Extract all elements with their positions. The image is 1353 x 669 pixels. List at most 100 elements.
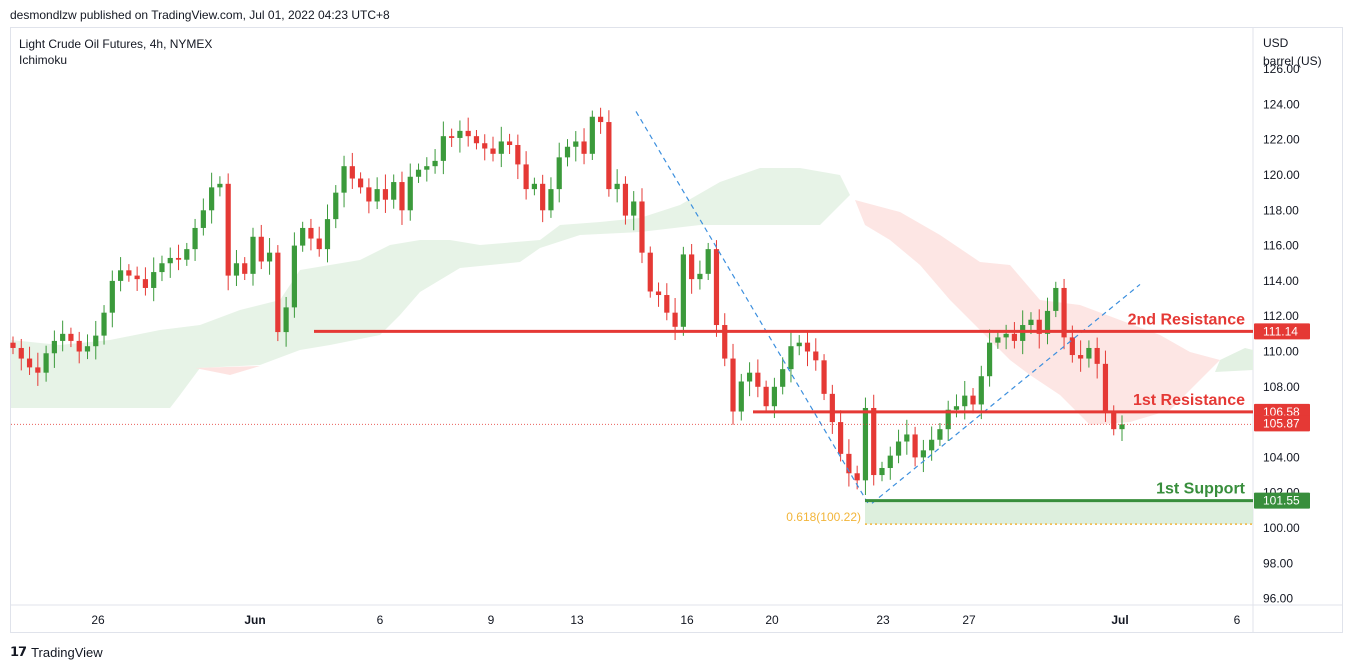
candle-body[interactable] (680, 254, 686, 327)
candle-body[interactable] (895, 441, 902, 456)
candle-body[interactable] (879, 467, 885, 476)
candle-body[interactable] (1011, 333, 1018, 341)
candle-body[interactable] (374, 189, 380, 202)
candle-body[interactable] (291, 245, 297, 308)
candle-body[interactable] (887, 455, 893, 468)
candle-body[interactable] (573, 141, 579, 147)
candle-body[interactable] (242, 263, 248, 274)
candle-body[interactable] (457, 130, 463, 138)
candle-body[interactable] (937, 429, 943, 440)
candle-body[interactable] (796, 342, 802, 347)
candle-body[interactable] (722, 325, 728, 359)
candle-body[interactable] (440, 136, 446, 161)
candle-body[interactable] (333, 192, 339, 220)
candle-body[interactable] (1020, 325, 1026, 341)
candle-body[interactable] (598, 116, 604, 123)
candle-body[interactable] (1078, 355, 1084, 359)
candle-body[interactable] (556, 157, 562, 190)
candle-body[interactable] (804, 342, 811, 352)
candle-body[interactable] (540, 183, 546, 211)
candle-body[interactable] (366, 187, 372, 202)
candle-body[interactable] (258, 236, 264, 262)
candle-body[interactable] (788, 346, 794, 370)
candle-body[interactable] (126, 270, 132, 276)
symbol-title[interactable]: Light Crude Oil Futures, 4h, NYMEX (19, 37, 213, 51)
candle-body[interactable] (308, 227, 314, 239)
candle-body[interactable] (341, 166, 347, 193)
candle-body[interactable] (316, 238, 322, 250)
candle-body[interactable] (35, 367, 41, 373)
candle-body[interactable] (838, 422, 844, 454)
candle-body[interactable] (829, 393, 835, 423)
candle-body[interactable] (953, 406, 960, 410)
candle-body[interactable] (415, 169, 422, 177)
candle-body[interactable] (151, 272, 157, 288)
candle-body[interactable] (391, 182, 397, 200)
candle-body[interactable] (1028, 319, 1034, 326)
candle-body[interactable] (771, 386, 778, 407)
candle-body[interactable] (622, 183, 629, 216)
candle-body[interactable] (713, 249, 720, 326)
candle-body[interactable] (506, 141, 513, 145)
candle-body[interactable] (531, 183, 537, 190)
candle-body[interactable] (705, 249, 711, 274)
candle-body[interactable] (813, 351, 819, 361)
candle-body[interactable] (10, 342, 16, 348)
candle-body[interactable] (639, 201, 645, 253)
candle-body[interactable] (407, 176, 413, 211)
candle-body[interactable] (192, 227, 198, 250)
candle-body[interactable] (854, 473, 860, 481)
candle-body[interactable] (647, 252, 653, 292)
candle-body[interactable] (978, 376, 984, 405)
candle-body[interactable] (498, 141, 504, 154)
candle-body[interactable] (1102, 363, 1109, 412)
candle-body[interactable] (134, 275, 140, 280)
candle-body[interactable] (349, 166, 355, 179)
candle-body[interactable] (780, 369, 786, 387)
candle-body[interactable] (18, 347, 24, 359)
candle-body[interactable] (482, 143, 488, 149)
candle-body[interactable] (920, 450, 926, 458)
indicator-label[interactable]: Ichimoku (19, 53, 68, 67)
candle-body[interactable] (324, 219, 331, 250)
candle-body[interactable] (697, 273, 703, 280)
candle-body[interactable] (300, 227, 306, 246)
candle-body[interactable] (689, 254, 695, 280)
candle-body[interactable] (548, 189, 554, 211)
candle-body[interactable] (631, 201, 637, 216)
candle-body[interactable] (515, 144, 521, 165)
candle-body[interactable] (184, 249, 190, 260)
candle-body[interactable] (1044, 310, 1051, 334)
candle-body[interactable] (1069, 337, 1075, 356)
candle-body[interactable] (26, 358, 33, 368)
candle-body[interactable] (357, 178, 364, 188)
candle-body[interactable] (159, 263, 165, 273)
candle-body[interactable] (862, 407, 869, 481)
candle-body[interactable] (68, 333, 74, 341)
candle-body[interactable] (871, 407, 877, 476)
candle-body[interactable] (209, 187, 215, 211)
candle-body[interactable] (738, 381, 744, 412)
candle-body[interactable] (51, 340, 57, 354)
candle-body[interactable] (846, 453, 852, 474)
candle-body[interactable] (730, 358, 736, 412)
candle-body[interactable] (250, 236, 256, 274)
candle-body[interactable] (746, 372, 753, 382)
candle-body[interactable] (929, 439, 935, 451)
candle-body[interactable] (564, 146, 571, 158)
candle-body[interactable] (93, 335, 99, 347)
candle-body[interactable] (200, 210, 206, 228)
candle-body[interactable] (1061, 287, 1067, 338)
candle-body[interactable] (84, 346, 91, 352)
candle-body[interactable] (1053, 287, 1059, 311)
candle-body[interactable] (43, 353, 49, 373)
candle-body[interactable] (424, 166, 430, 170)
candle-body[interactable] (962, 395, 968, 407)
footer[interactable]: 𝟭𝟳 TradingView (10, 644, 103, 660)
candle-body[interactable] (755, 372, 761, 387)
candle-body[interactable] (995, 337, 1001, 343)
candle-body[interactable] (1003, 333, 1009, 338)
candle-body[interactable] (904, 434, 910, 442)
candle-body[interactable] (266, 252, 273, 262)
candle-body[interactable] (473, 136, 480, 144)
